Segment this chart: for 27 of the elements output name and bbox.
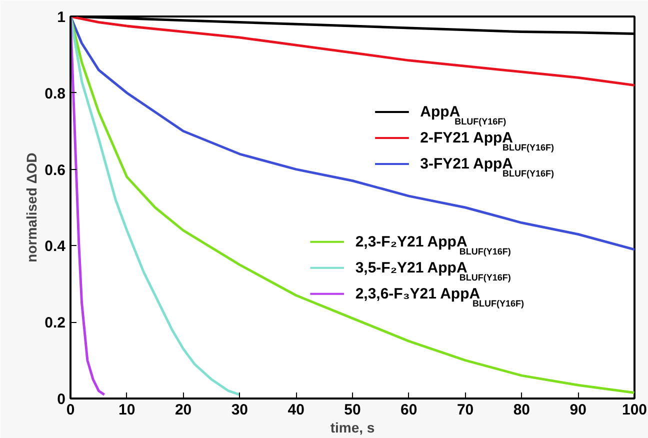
x-tick-label: 20 <box>174 402 192 418</box>
legend-label: 2,3,6-F₃Y21 AppABLUF(Y16F) <box>355 285 524 308</box>
x-tick-label: 40 <box>288 402 304 418</box>
legend-label: 2-FY21 AppABLUF(Y16F) <box>420 129 554 153</box>
x-tick-label: 90 <box>570 402 586 418</box>
line-series <box>70 16 241 396</box>
y-tick-label: 0.2 <box>44 314 66 332</box>
legend-label: 3,5-F₂Y21 AppABLUF(Y16F) <box>355 259 511 282</box>
legend-label: 3-FY21 AppABLUF(Y16F) <box>420 155 554 178</box>
legend-label: 2,3-F₂Y21 AppABLUF(Y16F) <box>355 233 511 256</box>
line-series <box>70 16 634 394</box>
x-tick-label: 100 <box>622 402 648 418</box>
x-tick-label: 10 <box>118 402 136 418</box>
x-tick-label: 30 <box>231 402 248 418</box>
y-tick-label: 0.6 <box>44 162 66 179</box>
x-tick-label: 60 <box>400 402 418 418</box>
legend-label: AppABLUF(Y16F) <box>420 104 506 127</box>
x-tick-label: 80 <box>513 402 530 418</box>
x-tick-label: 70 <box>456 402 474 418</box>
y-tick-label: 0.8 <box>44 85 66 102</box>
y-tick-label: 0.4 <box>44 238 66 256</box>
y-tick-label: 1 <box>57 9 66 26</box>
y-tick-label: 0 <box>57 391 66 408</box>
x-tick-label: 50 <box>344 402 361 418</box>
x-axis-title: time, s <box>330 420 375 436</box>
line-series <box>70 16 106 396</box>
y-axis-title: normalised ΔOD <box>24 152 40 262</box>
